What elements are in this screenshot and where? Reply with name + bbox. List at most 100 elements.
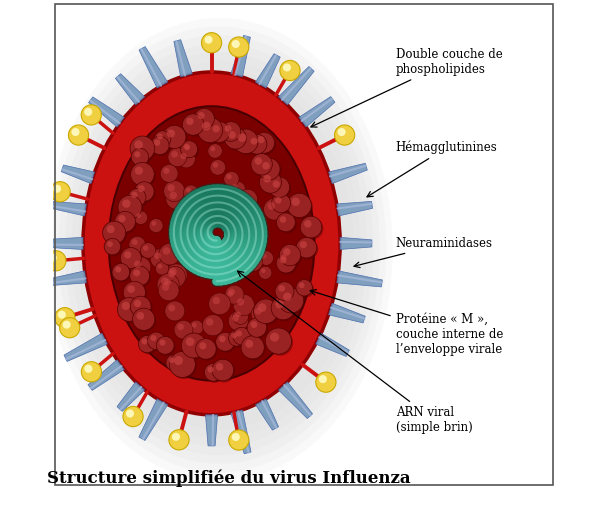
Circle shape (168, 148, 187, 167)
Circle shape (259, 251, 274, 265)
Circle shape (128, 189, 146, 206)
Circle shape (319, 375, 327, 383)
Circle shape (209, 293, 230, 315)
Circle shape (269, 177, 289, 198)
Circle shape (273, 298, 297, 321)
Circle shape (58, 311, 66, 319)
Circle shape (140, 337, 157, 354)
Circle shape (161, 277, 169, 285)
Circle shape (164, 180, 185, 202)
Circle shape (273, 180, 280, 188)
Circle shape (130, 266, 150, 286)
Polygon shape (139, 399, 168, 441)
Circle shape (118, 195, 142, 219)
Circle shape (225, 285, 244, 304)
Circle shape (169, 351, 195, 377)
Circle shape (264, 198, 285, 220)
Circle shape (276, 253, 296, 273)
Circle shape (238, 199, 244, 206)
Circle shape (168, 270, 175, 278)
Circle shape (134, 152, 140, 158)
Circle shape (195, 110, 216, 130)
Circle shape (276, 300, 283, 308)
Polygon shape (231, 410, 251, 454)
Circle shape (183, 142, 197, 157)
Polygon shape (39, 237, 83, 249)
Polygon shape (337, 201, 373, 216)
Circle shape (126, 410, 134, 418)
Circle shape (277, 283, 295, 302)
Circle shape (134, 167, 143, 175)
Circle shape (204, 364, 222, 381)
Circle shape (149, 334, 166, 351)
Circle shape (270, 333, 279, 342)
Circle shape (140, 243, 156, 258)
Circle shape (81, 105, 101, 125)
Circle shape (131, 268, 151, 287)
Circle shape (122, 199, 130, 208)
Circle shape (254, 157, 262, 165)
Circle shape (169, 192, 177, 199)
Circle shape (133, 150, 150, 167)
Circle shape (53, 185, 61, 193)
Circle shape (255, 301, 280, 325)
Circle shape (129, 236, 145, 253)
Circle shape (183, 143, 189, 150)
Circle shape (261, 172, 283, 195)
Circle shape (171, 151, 178, 158)
Circle shape (248, 136, 268, 156)
Circle shape (232, 40, 240, 48)
Circle shape (302, 218, 323, 239)
Circle shape (275, 282, 294, 301)
Circle shape (163, 125, 186, 149)
Circle shape (232, 333, 237, 339)
Circle shape (271, 178, 291, 199)
Circle shape (212, 297, 220, 304)
Circle shape (275, 197, 282, 204)
Text: ARN viral
(simple brin): ARN viral (simple brin) (238, 271, 472, 434)
Circle shape (161, 275, 180, 295)
Polygon shape (256, 54, 280, 88)
Ellipse shape (52, 26, 387, 473)
Circle shape (122, 249, 143, 270)
Circle shape (296, 237, 317, 258)
Circle shape (244, 206, 250, 211)
Circle shape (119, 299, 143, 323)
Circle shape (242, 337, 266, 360)
Circle shape (229, 181, 245, 197)
Circle shape (168, 184, 175, 192)
Circle shape (227, 291, 233, 297)
Circle shape (304, 220, 312, 228)
Circle shape (197, 340, 218, 361)
Circle shape (236, 331, 242, 337)
Circle shape (271, 194, 291, 213)
Circle shape (134, 182, 154, 201)
Circle shape (133, 270, 140, 276)
Circle shape (121, 247, 141, 269)
Circle shape (224, 171, 239, 187)
Circle shape (280, 257, 286, 264)
Text: Protéine « M »,
couche interne de
l’enveloppe virale: Protéine « M », couche interne de l’enve… (311, 289, 503, 356)
Polygon shape (337, 271, 382, 287)
Circle shape (152, 137, 171, 156)
Circle shape (107, 241, 113, 247)
Circle shape (165, 264, 187, 286)
Ellipse shape (83, 72, 340, 415)
Circle shape (174, 320, 193, 339)
Polygon shape (231, 35, 250, 77)
Circle shape (235, 131, 260, 155)
Polygon shape (115, 74, 145, 105)
Circle shape (226, 129, 248, 151)
Circle shape (233, 295, 254, 315)
Text: Double couche de
phospholipides: Double couche de phospholipides (311, 48, 502, 127)
Circle shape (134, 310, 156, 332)
Circle shape (84, 365, 92, 373)
Circle shape (283, 63, 291, 71)
Circle shape (260, 160, 282, 182)
Polygon shape (88, 360, 124, 390)
Circle shape (229, 311, 248, 331)
Circle shape (203, 315, 224, 336)
Circle shape (253, 299, 278, 323)
Circle shape (224, 288, 241, 305)
Text: Neuraminidases: Neuraminidases (354, 237, 493, 268)
